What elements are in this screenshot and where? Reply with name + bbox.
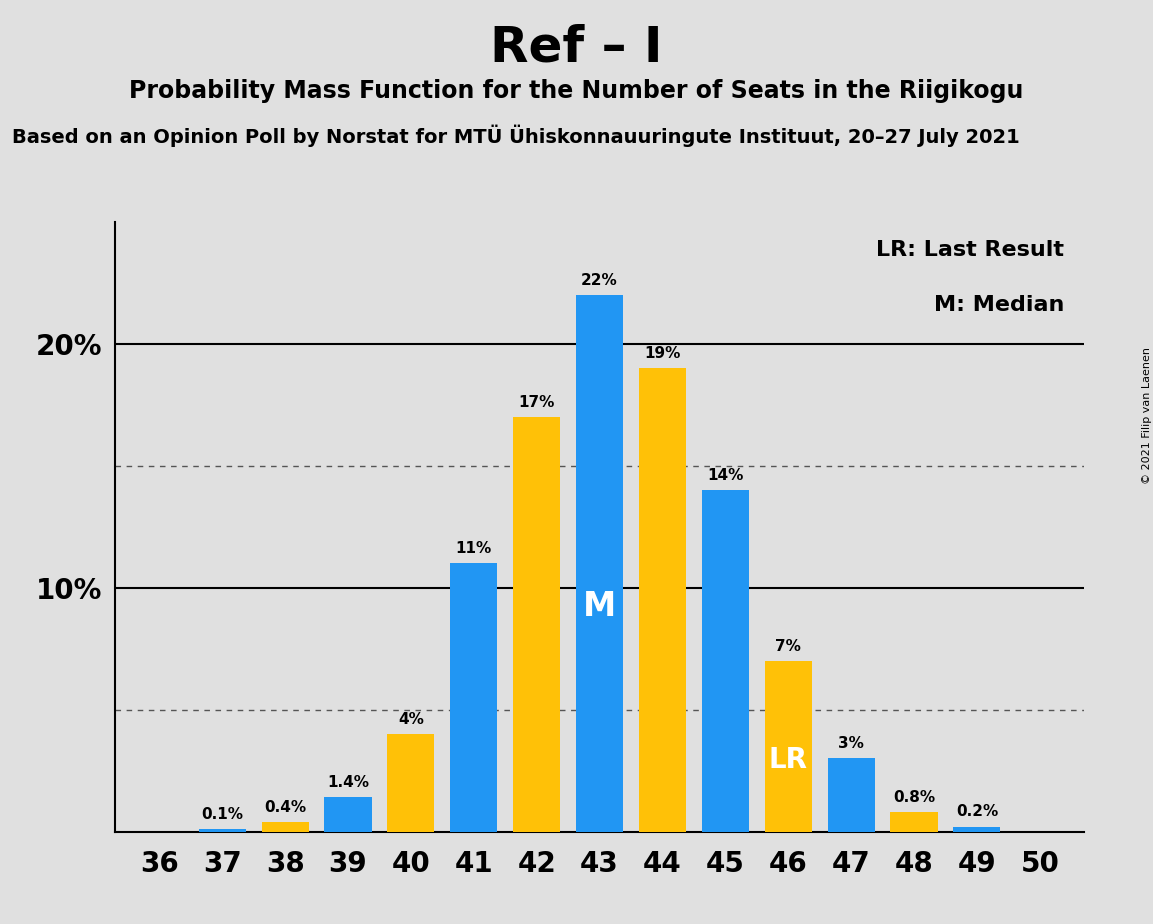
Bar [450,564,497,832]
Text: 4%: 4% [398,711,424,726]
Text: M: Median: M: Median [934,295,1064,315]
Text: 14%: 14% [707,468,744,482]
Text: M: M [583,590,616,623]
Text: 0.4%: 0.4% [264,799,307,815]
Text: 0.2%: 0.2% [956,805,998,820]
Text: © 2021 Filip van Laenen: © 2021 Filip van Laenen [1143,347,1152,484]
Bar [262,821,309,832]
Bar [764,661,812,832]
Text: 3%: 3% [838,736,864,751]
Bar [387,734,435,832]
Bar [198,829,246,832]
Bar [576,295,623,832]
Text: Probability Mass Function for the Number of Seats in the Riigikogu: Probability Mass Function for the Number… [129,79,1024,103]
Bar [324,797,371,832]
Text: 19%: 19% [645,346,680,360]
Bar [639,368,686,832]
Text: Ref – I: Ref – I [490,23,663,71]
Bar [702,490,749,832]
Text: LR: LR [769,746,808,774]
Text: 7%: 7% [775,638,801,653]
Text: 11%: 11% [455,541,492,556]
Bar [513,417,560,832]
Bar [828,759,875,832]
Text: 1.4%: 1.4% [327,775,369,790]
Text: 0.8%: 0.8% [892,790,935,805]
Text: Based on an Opinion Poll by Norstat for MTÜ Ühiskonnauuringute Instituut, 20–27 : Based on an Opinion Poll by Norstat for … [12,125,1019,147]
Text: 22%: 22% [581,273,618,287]
Text: 17%: 17% [519,395,555,409]
Text: 0.1%: 0.1% [202,807,243,821]
Bar [954,827,1001,832]
Bar [890,812,937,832]
Text: LR: Last Result: LR: Last Result [876,240,1064,260]
